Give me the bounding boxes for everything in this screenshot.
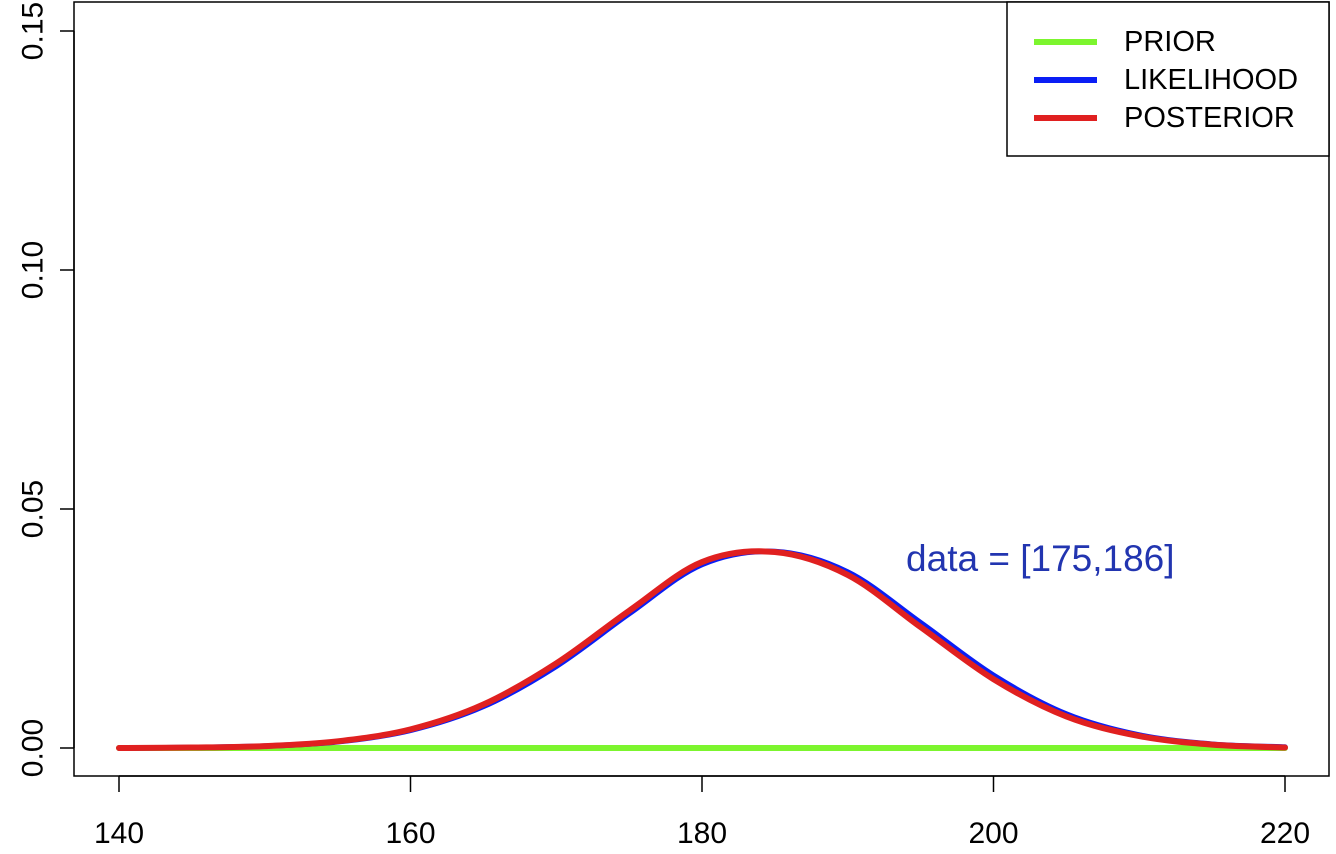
legend: PRIOR LIKELIHOOD POSTERIOR [1006, 1, 1330, 157]
legend-label-posterior: POSTERIOR [1124, 102, 1295, 134]
y-axis: 0.00 0.05 0.10 0.15 [17, 2, 75, 777]
series-layer [116, 548, 1288, 752]
x-tick-label: 140 [94, 817, 144, 850]
y-tick-label: 0.15 [17, 2, 50, 60]
data-annotation: data = [175,186] [906, 538, 1175, 579]
annotation-layer: data = [175,186] [906, 538, 1175, 579]
y-tick-label: 0.05 [17, 480, 50, 538]
series-line-posterior [116, 548, 1288, 751]
series-line-likelihood [116, 548, 1288, 751]
x-axis: 140 160 180 200 220 [94, 775, 1310, 850]
x-tick-label: 200 [968, 817, 1018, 850]
x-tick-label: 160 [385, 817, 435, 850]
y-tick-label: 0.00 [17, 719, 50, 777]
y-tick-label: 0.10 [17, 241, 50, 299]
legend-label-prior: PRIOR [1124, 26, 1216, 58]
legend-label-likelihood: LIKELIHOOD [1124, 64, 1298, 96]
x-tick-label: 180 [677, 817, 727, 850]
x-tick-label: 220 [1260, 817, 1310, 850]
